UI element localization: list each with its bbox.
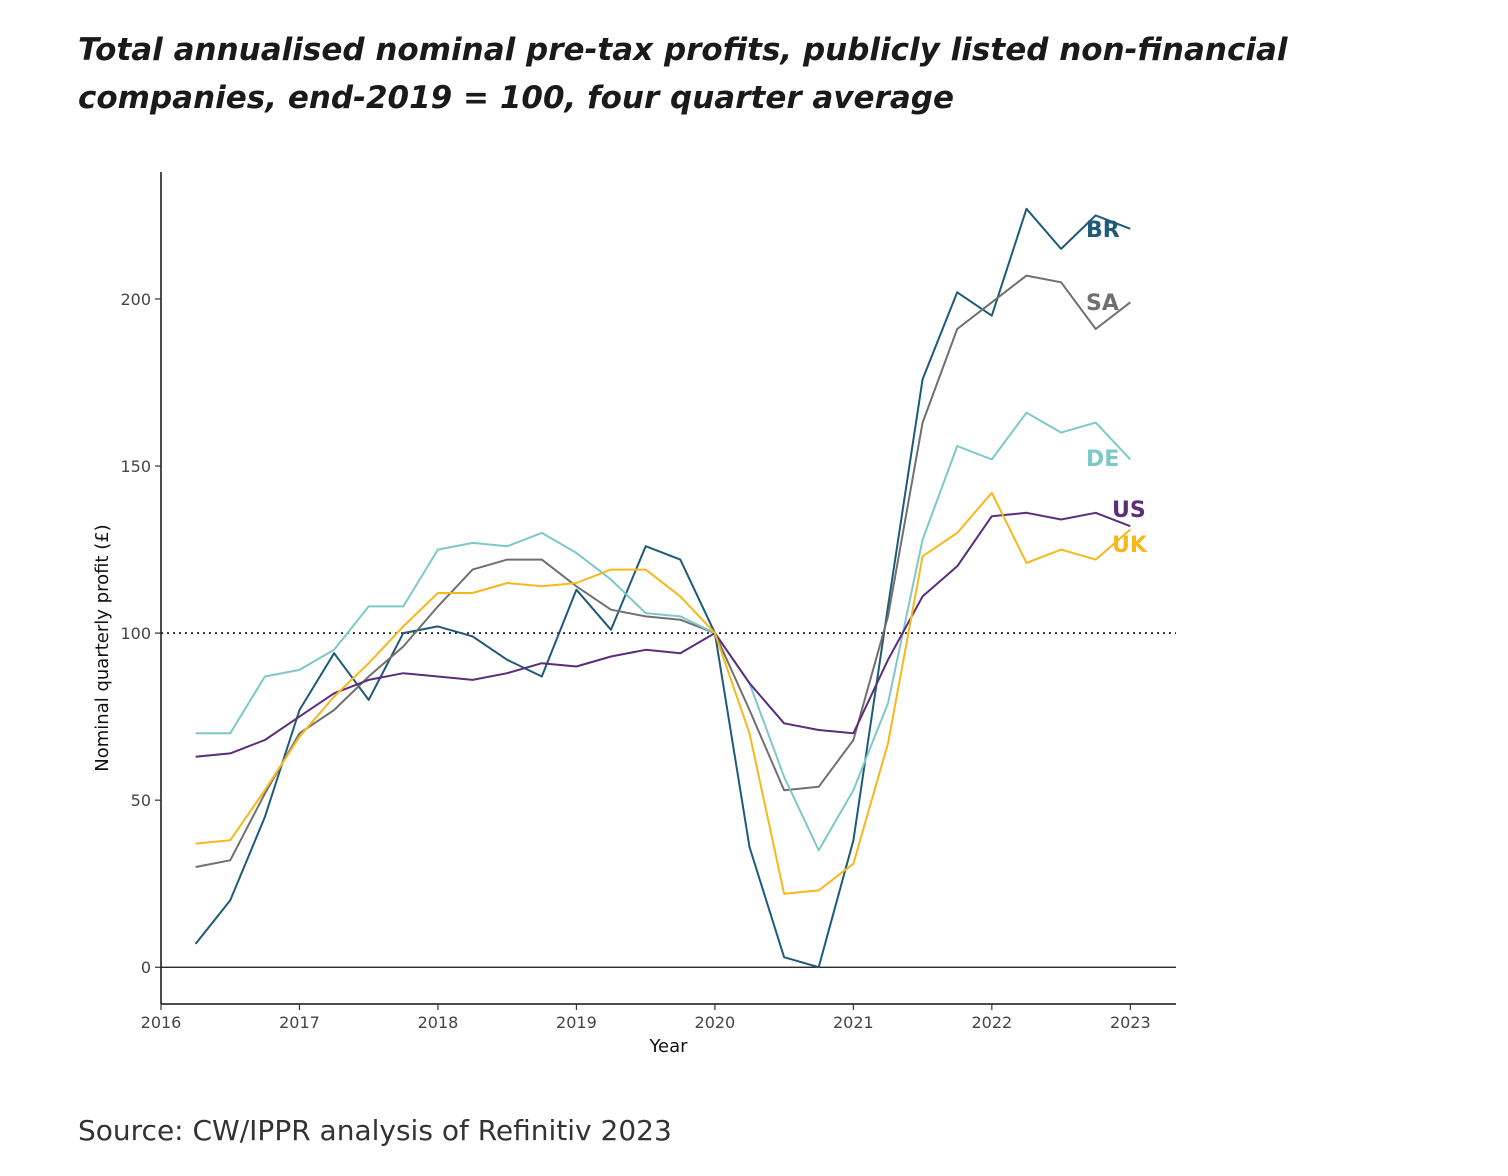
y-axis-title: Nominal quarterly profit (£) bbox=[92, 524, 113, 771]
series-label-br: BR bbox=[1086, 218, 1120, 243]
y-tick-label-150: 150 bbox=[120, 457, 151, 476]
series-label-sa: SA bbox=[1086, 291, 1119, 316]
x-tick-label-2022: 2022 bbox=[971, 1013, 1012, 1032]
x-axis-title: Year bbox=[648, 1036, 688, 1057]
y-tick-label-100: 100 bbox=[120, 624, 151, 643]
x-tick-label-2021: 2021 bbox=[833, 1013, 874, 1032]
x-tick-label-2018: 2018 bbox=[418, 1013, 459, 1032]
series-line-de bbox=[195, 411, 1132, 852]
chart-title: Total annualised nominal pre-tax profits… bbox=[78, 32, 1288, 116]
x-tick-label-2020: 2020 bbox=[695, 1013, 736, 1032]
reference-lines bbox=[161, 632, 1176, 968]
source-note: Source: CW/IPPR analysis of Refinitiv 20… bbox=[78, 1114, 672, 1147]
series-label-us: US bbox=[1112, 498, 1146, 523]
y-tick-label-200: 200 bbox=[120, 290, 151, 309]
x-tick-label-2016: 2016 bbox=[141, 1013, 182, 1032]
y-tick-label-50: 50 bbox=[131, 791, 151, 810]
series-line-us bbox=[195, 511, 1131, 758]
axes: 0 50 100 150 200 2016 2017 2018 2019 2020 2021 2022… bbox=[92, 172, 1176, 1057]
x-tick-label-2017: 2017 bbox=[279, 1013, 320, 1032]
series-label-uk: UK bbox=[1112, 533, 1148, 558]
series-line-uk bbox=[195, 491, 1131, 895]
x-tick-label-2019: 2019 bbox=[556, 1013, 597, 1032]
series-lines bbox=[194, 207, 1132, 969]
series-line-br bbox=[194, 207, 1131, 969]
series-line-sa bbox=[195, 274, 1131, 868]
y-tick-label-0: 0 bbox=[141, 958, 151, 977]
x-tick-label-2023: 2023 bbox=[1110, 1013, 1151, 1032]
series-labels: BR SA DE US UK bbox=[1086, 218, 1148, 558]
series-label-de: DE bbox=[1086, 447, 1119, 472]
